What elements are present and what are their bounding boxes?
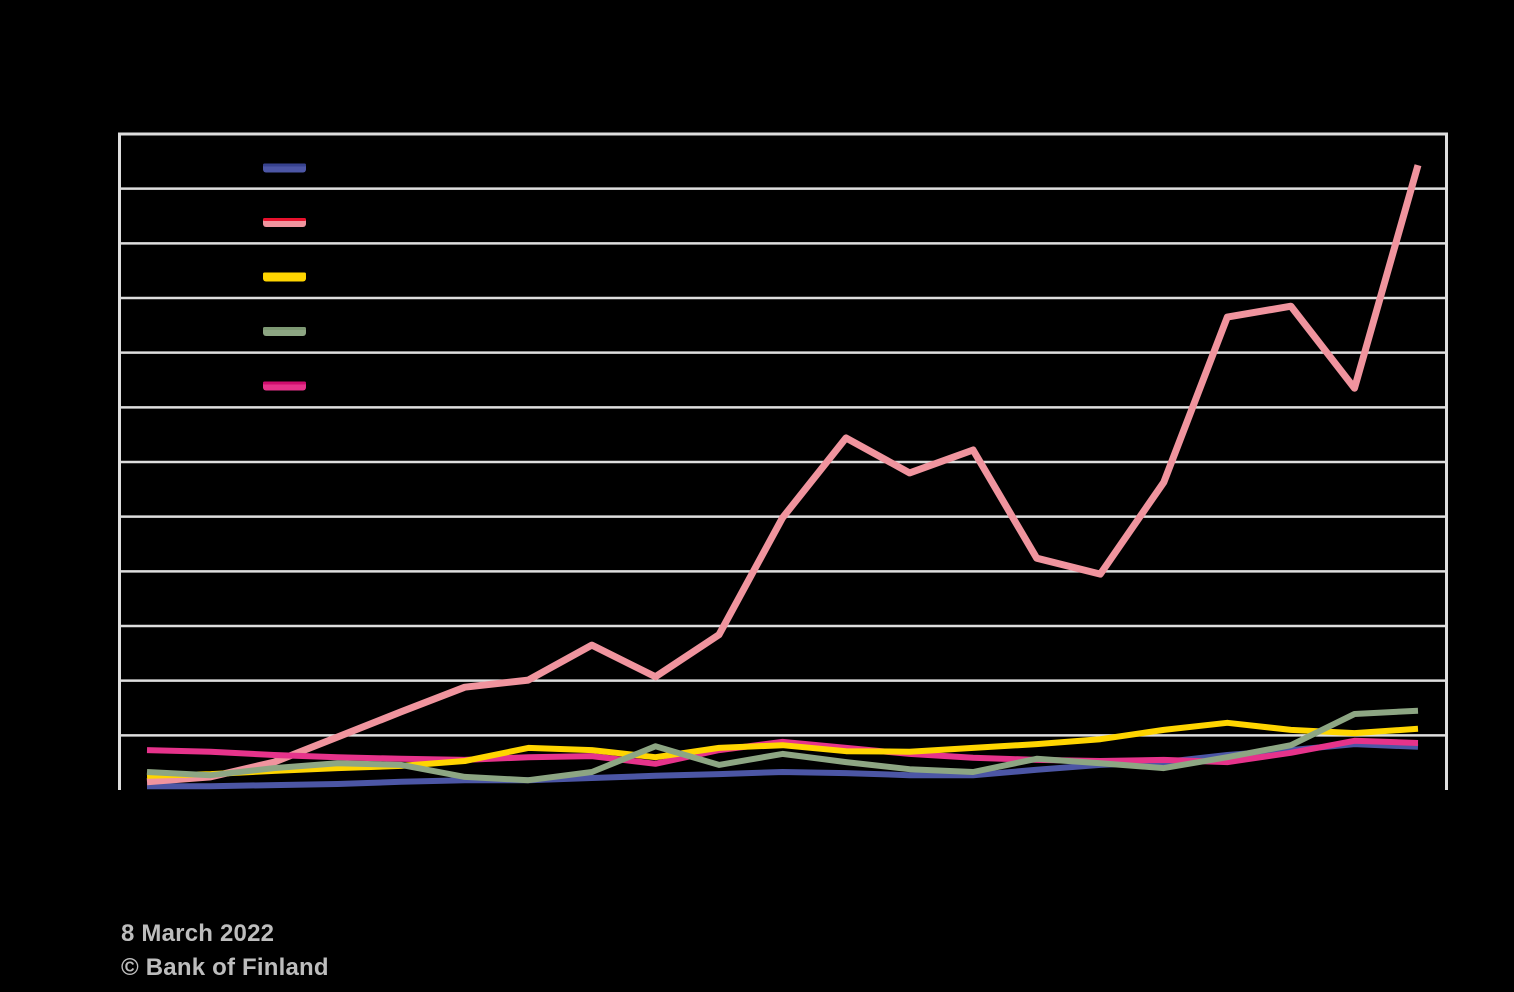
series-line-yellow <box>146 719 1419 779</box>
legend-swatch-edge-salmon <box>263 218 306 221</box>
legend-swatch-edge-yellow <box>263 272 306 276</box>
series-line-blue <box>147 741 1419 790</box>
legend-swatch-edge-magenta <box>263 381 306 385</box>
footer-copyright: © Bank of Finland <box>121 953 329 981</box>
footer-date: 8 March 2022 <box>121 920 275 947</box>
legend-swatch-edge-blue <box>263 163 306 167</box>
chart-footer: 8 March 2022 © Bank of Finland <box>121 917 329 984</box>
series-line-salmon <box>146 164 1422 786</box>
series-line-green <box>146 707 1419 784</box>
legend-swatch-edge-green <box>263 327 306 330</box>
